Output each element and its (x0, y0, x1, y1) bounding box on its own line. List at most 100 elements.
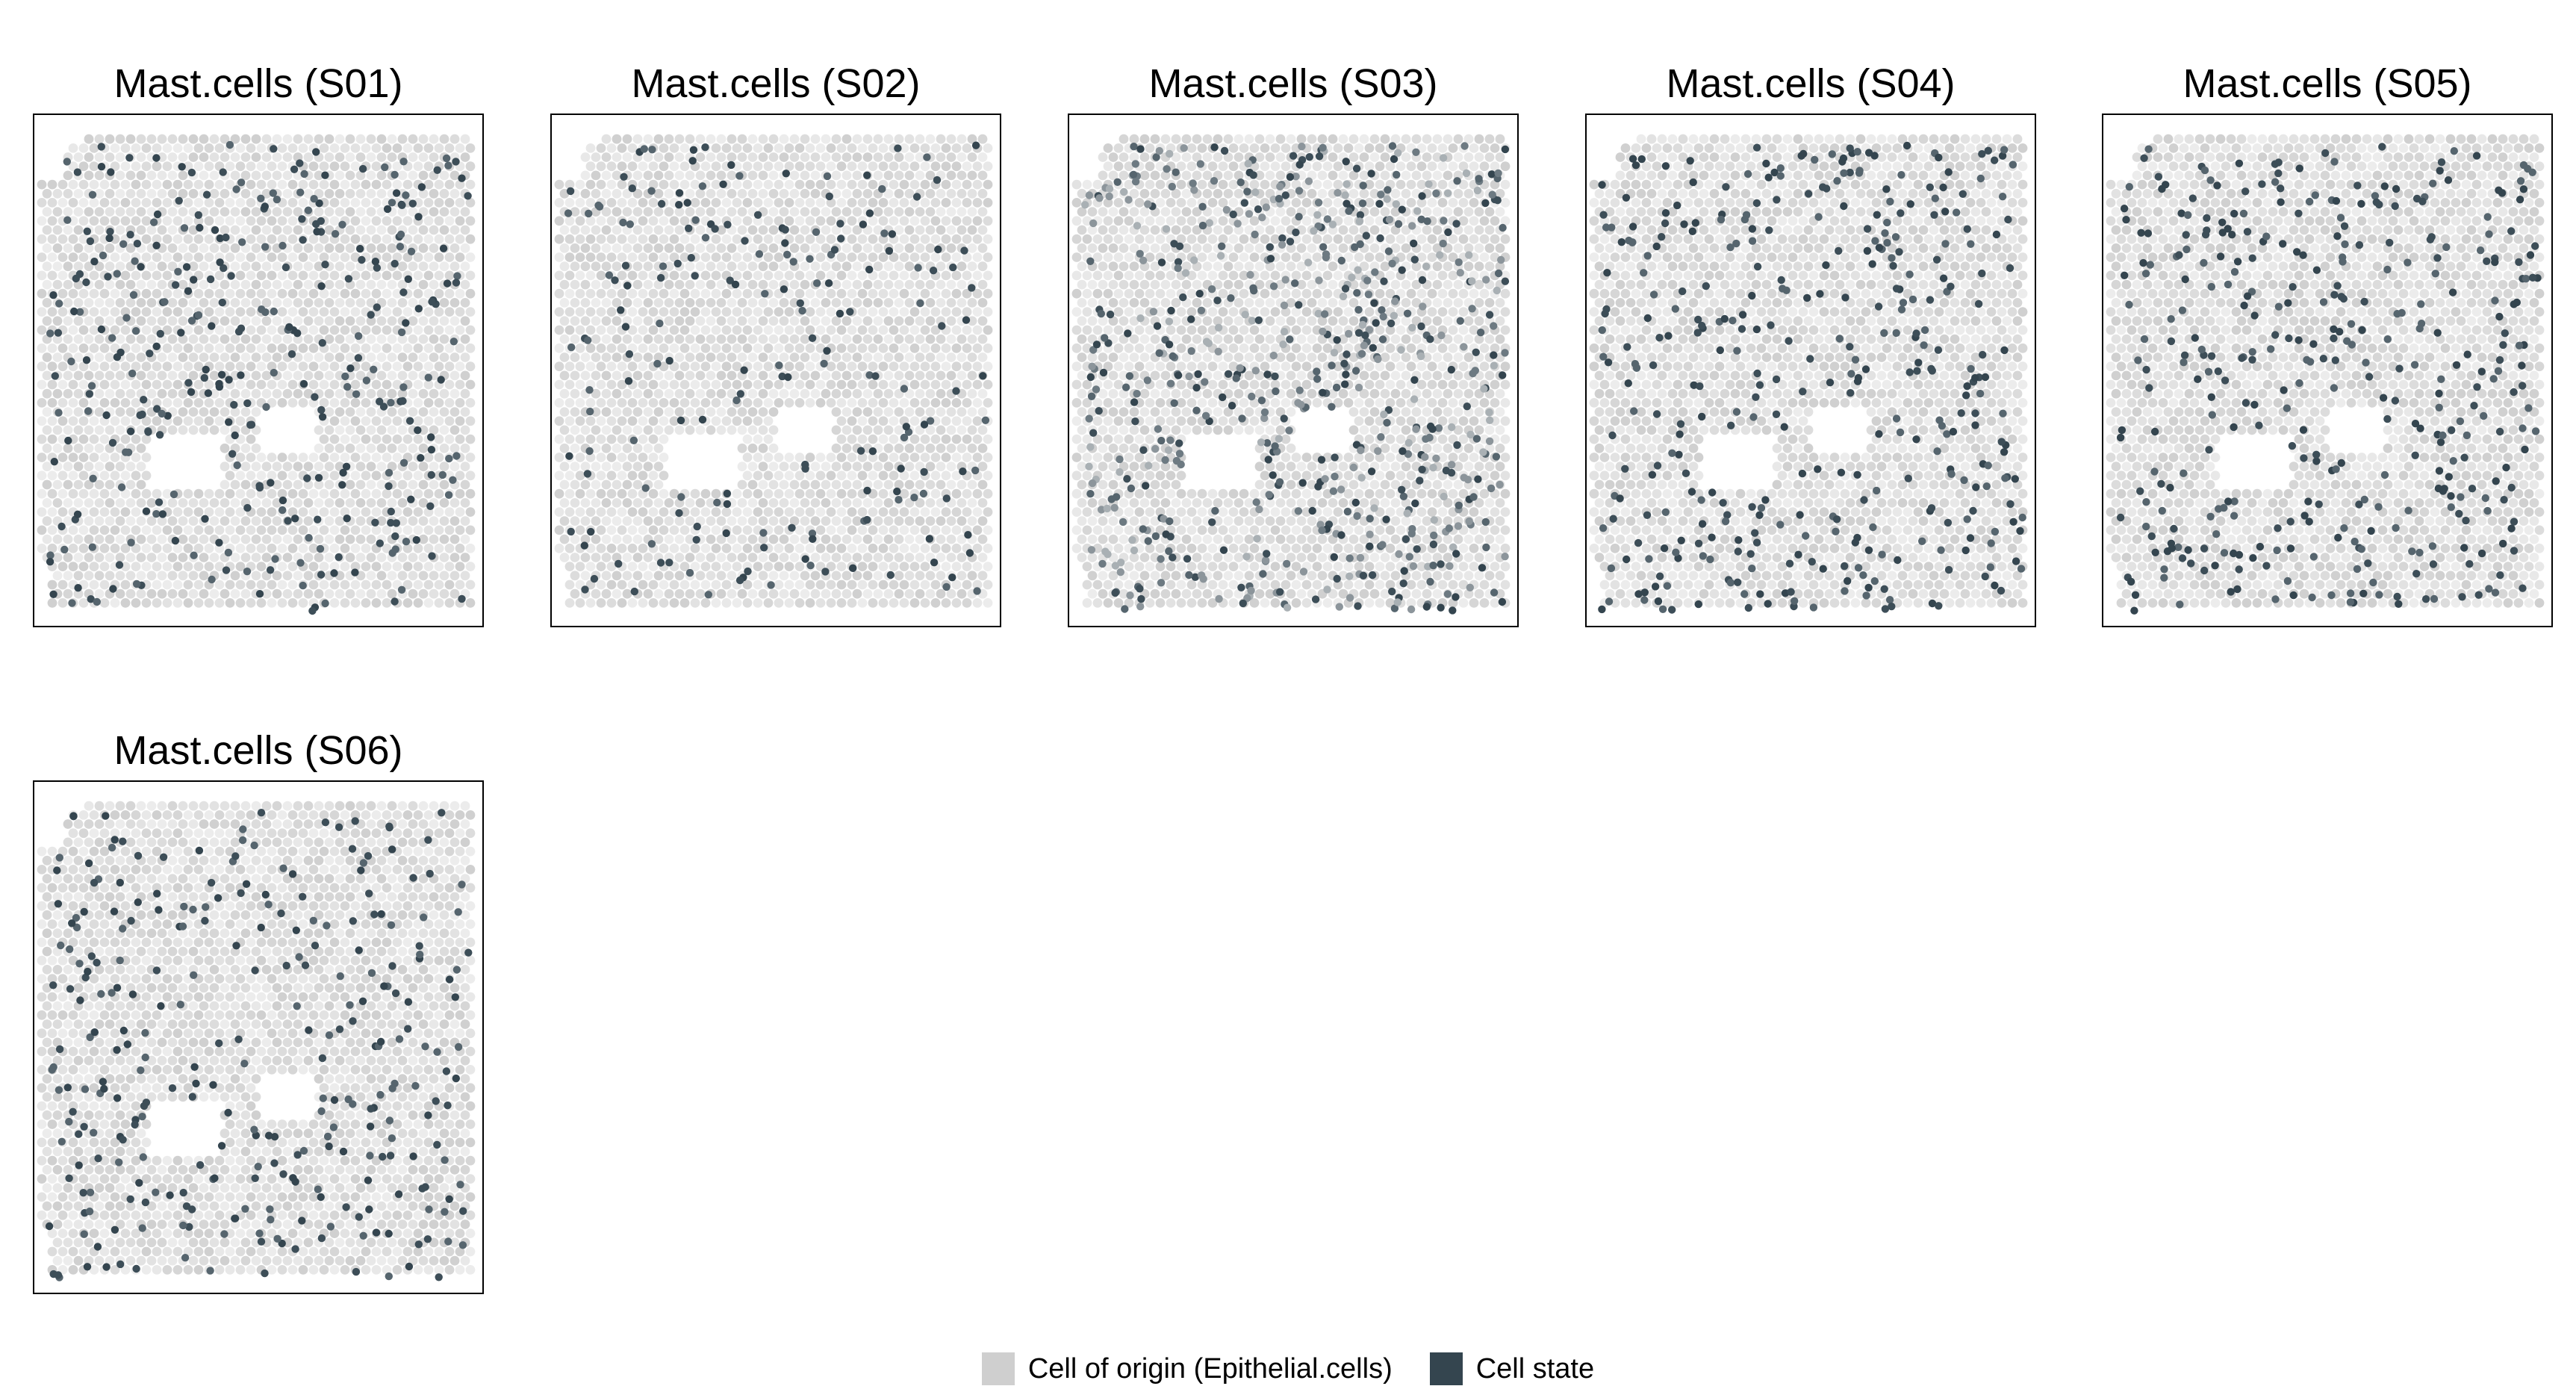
tissue-spot (439, 388, 449, 399)
tissue-spot (94, 571, 105, 581)
tissue-spot (387, 352, 397, 362)
tissue-spot (418, 352, 429, 362)
tissue-spot (643, 588, 653, 599)
tissue-spot (408, 134, 418, 144)
tissue-spot (983, 179, 993, 190)
tissue-spot (89, 579, 99, 590)
tissue-spot (951, 343, 962, 353)
tissue-spot (617, 453, 627, 462)
tissue-spot (188, 261, 199, 272)
tissue-spot (455, 288, 465, 299)
tissue-spot (183, 416, 193, 426)
tissue-spot (784, 161, 794, 172)
tissue-spot (298, 307, 308, 317)
tissue-spot (110, 470, 120, 481)
tissue-spot (230, 388, 240, 399)
tissue-spot (768, 152, 779, 162)
tissue-spot (972, 179, 983, 190)
tissue-spot (188, 588, 199, 599)
tissue-spot (977, 261, 988, 272)
tissue-spot (455, 325, 465, 335)
tissue-spot (659, 307, 669, 317)
tissue-spot (894, 188, 904, 199)
tissue-spot (967, 498, 977, 508)
tissue-spot (826, 270, 836, 281)
tissue-spot (967, 152, 977, 162)
tissue-spot (920, 252, 930, 262)
cell-state-spots (564, 141, 990, 599)
tissue-spot (727, 261, 737, 272)
tissue-spot (162, 307, 172, 317)
tissue-spot (554, 543, 564, 553)
tissue-spot (810, 188, 821, 199)
tissue-spot (376, 243, 387, 253)
tissue-spot (899, 543, 909, 553)
cell-state-spot (949, 263, 957, 272)
tissue-spot (956, 207, 967, 217)
cell-state-spot (417, 183, 426, 191)
tissue-spot (329, 598, 340, 608)
tissue-spot (836, 161, 847, 172)
tissue-spot (444, 562, 455, 571)
cell-state-spot (801, 555, 809, 563)
tissue-spot (261, 553, 272, 562)
tissue-spot (131, 343, 141, 353)
tissue-spot (78, 453, 89, 462)
cell-state-spot (675, 201, 683, 209)
tissue-spot (308, 343, 319, 353)
tissue-spot (737, 352, 747, 362)
tissue-spot (617, 379, 627, 390)
cell-state-spot (878, 184, 886, 193)
tissue-spot (847, 488, 857, 499)
tissue-spot (956, 188, 967, 199)
tissue-spot (878, 307, 889, 317)
cell-state-spot (965, 549, 974, 557)
cell-state-spot (391, 545, 399, 553)
tissue-spot (627, 270, 638, 281)
tissue-spot (742, 143, 753, 153)
tissue-spot (831, 261, 841, 272)
tissue-spot (455, 579, 465, 590)
cell-state-spot (270, 307, 278, 316)
tissue-spot (868, 398, 878, 408)
tissue-spot (251, 553, 261, 562)
tissue-spot (225, 488, 235, 499)
tissue-spot (564, 325, 575, 335)
tissue-spot (397, 298, 408, 308)
tissue-spot (99, 379, 110, 390)
tissue-spot (141, 416, 152, 426)
tissue-spot (685, 279, 695, 290)
tissue-spot (679, 398, 690, 408)
tissue-spot (63, 370, 73, 381)
tissue-spot (580, 479, 591, 490)
tissue-spot (889, 434, 899, 444)
tissue-spot (983, 361, 993, 372)
tissue-spot (57, 453, 68, 462)
tissue-spot (1186, 198, 1197, 208)
cell-state-spot (227, 272, 235, 280)
tissue-spot (648, 434, 659, 444)
tissue-spot (685, 188, 695, 199)
tissue-spot (84, 425, 94, 435)
tissue-spot (204, 179, 214, 190)
tissue-spot (889, 288, 899, 299)
tissue-spot (434, 307, 444, 317)
tissue-spot (941, 288, 951, 299)
tissue-spot (73, 316, 84, 326)
tissue-spot (664, 334, 674, 344)
tissue-spot (423, 216, 434, 226)
tissue-spot (669, 398, 679, 408)
tissue-spot (632, 298, 643, 308)
tissue-spot (277, 307, 287, 317)
tissue-spot (721, 398, 732, 408)
tissue-spot (57, 379, 68, 390)
cell-state-spot (775, 361, 783, 370)
tissue-spot (747, 261, 758, 272)
tissue-spot (883, 352, 894, 362)
tissue-spot (967, 188, 977, 199)
tissue-spot (37, 307, 47, 317)
tissue-spot (826, 179, 836, 190)
tissue-spot (84, 516, 94, 526)
tissue-spot (387, 225, 397, 235)
cell-state-spot (641, 484, 650, 492)
